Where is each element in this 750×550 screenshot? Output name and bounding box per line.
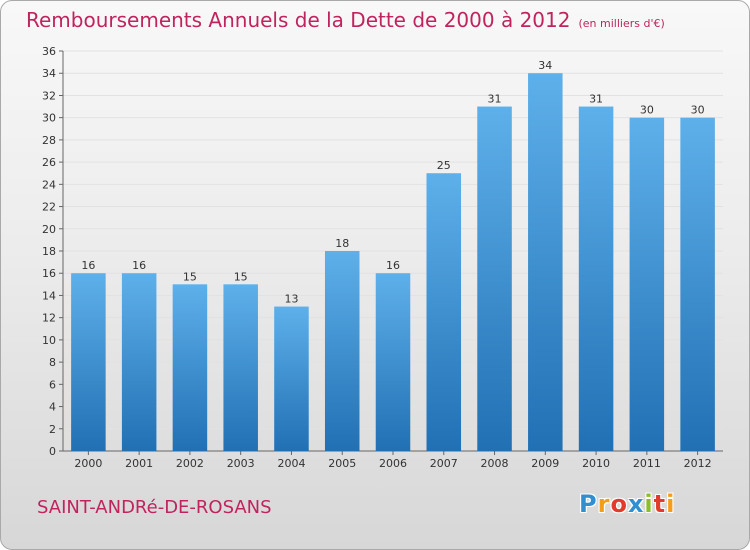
bar xyxy=(578,106,614,452)
data-label: 34 xyxy=(538,59,552,72)
data-label: 25 xyxy=(437,159,451,172)
bar xyxy=(477,106,512,452)
bar xyxy=(426,173,462,451)
data-label: 16 xyxy=(81,259,95,272)
bar xyxy=(71,273,106,451)
data-labels: 16 16 15 15 13 18 16 25 31 34 31 30 30 xyxy=(81,59,704,305)
logo-letter: P xyxy=(579,490,598,518)
data-label: 16 xyxy=(386,259,400,272)
data-label: 30 xyxy=(691,104,705,117)
y-tick-label: 26 xyxy=(42,156,56,169)
data-label: 30 xyxy=(640,104,654,117)
y-tick-label: 24 xyxy=(42,178,56,191)
y-tick-label: 4 xyxy=(49,401,56,414)
x-tick-label: 2006 xyxy=(379,457,407,470)
x-tick-label: 2010 xyxy=(582,457,610,470)
data-label: 16 xyxy=(132,259,146,272)
proxiti-logo: Proxiti xyxy=(579,490,675,518)
y-tick-label: 14 xyxy=(42,289,56,302)
logo-letter: i xyxy=(666,490,676,518)
x-tick-label: 2007 xyxy=(430,457,458,470)
y-tick-label: 32 xyxy=(42,89,56,102)
x-tick-label: 2009 xyxy=(531,457,559,470)
data-label: 31 xyxy=(589,93,603,106)
commune-name: SAINT-ANDRé-DE-ROSANS xyxy=(37,497,272,518)
bar xyxy=(375,273,411,451)
unit-note: (en milliers d'€) xyxy=(578,17,665,30)
data-label: 13 xyxy=(284,293,298,306)
y-tick-label: 34 xyxy=(42,67,56,80)
logo-letter: r xyxy=(597,490,611,518)
data-label: 15 xyxy=(234,270,248,283)
x-tick-label: 2008 xyxy=(481,457,509,470)
data-label: 18 xyxy=(335,237,349,250)
x-tick-label: 2000 xyxy=(74,457,102,470)
data-label: 31 xyxy=(488,93,502,106)
x-tick-label: 2011 xyxy=(633,457,661,470)
y-tick-label: 6 xyxy=(49,378,56,391)
x-tick-label: 2012 xyxy=(684,457,712,470)
x-tick-label: 2001 xyxy=(125,457,153,470)
bar xyxy=(528,73,563,451)
chart-title-text: Remboursements Annuels de la Dette de 20… xyxy=(26,8,571,32)
bar xyxy=(121,273,157,451)
bar xyxy=(172,284,208,451)
y-tick-label: 22 xyxy=(42,201,56,214)
x-tick-label: 2003 xyxy=(227,457,255,470)
bar xyxy=(223,284,258,451)
bar xyxy=(680,117,715,452)
y-tick-label: 18 xyxy=(42,245,56,258)
logo-letter: x xyxy=(627,490,645,518)
y-tick-label: 10 xyxy=(42,334,56,347)
y-tick-label: 20 xyxy=(42,223,56,236)
y-tick-label: 0 xyxy=(49,445,56,458)
y-tick-label: 28 xyxy=(42,134,56,147)
y-tick-label: 2 xyxy=(49,423,56,436)
bar xyxy=(324,251,360,451)
x-tick-label: 2002 xyxy=(176,457,204,470)
logo-letter: t xyxy=(653,490,667,518)
y-tick-label: 12 xyxy=(42,312,56,325)
logo-letter: i xyxy=(644,490,654,518)
y-tick-label: 8 xyxy=(49,356,56,369)
data-label: 15 xyxy=(183,270,197,283)
x-tick-label: 2004 xyxy=(277,457,305,470)
logo-letter: o xyxy=(610,490,628,518)
bar xyxy=(629,117,665,452)
bar xyxy=(274,306,309,451)
y-tick-label: 30 xyxy=(42,112,56,125)
x-tick-label: 2005 xyxy=(328,457,356,470)
y-tick-label: 36 xyxy=(42,45,56,58)
y-tick-label: 16 xyxy=(42,267,56,280)
bars xyxy=(71,73,715,452)
chart-title: Remboursements Annuels de la Dette de 20… xyxy=(26,8,665,32)
